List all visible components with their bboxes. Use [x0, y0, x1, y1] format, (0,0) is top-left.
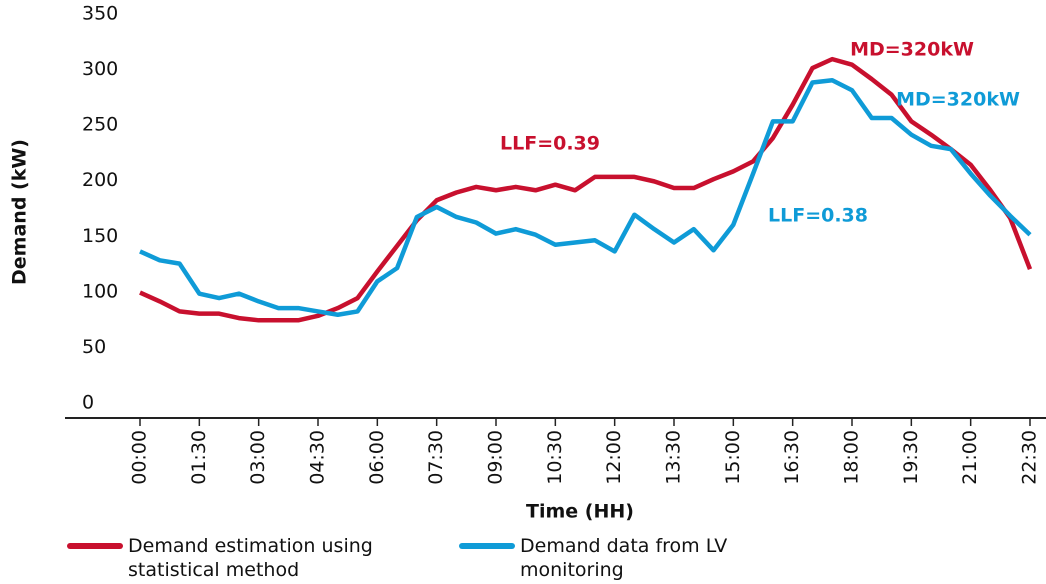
y-axis-label: Demand (kW)	[9, 139, 31, 285]
x-tick-label: 15:00	[722, 430, 744, 485]
y-tick-label: 300	[82, 58, 118, 80]
x-tick-label: 03:00	[247, 430, 269, 485]
y-tick-label: 200	[82, 169, 118, 191]
y-tick-label: 150	[82, 225, 118, 247]
annotation: MD=320kW	[850, 39, 974, 61]
y-tick-label: 0	[82, 392, 94, 414]
x-tick-label: 04:30	[307, 430, 329, 485]
annotation: LLF=0.38	[768, 205, 868, 227]
legend-label: Demand data from LV monitoring	[520, 535, 727, 581]
x-tick-label: 01:30	[188, 430, 210, 485]
x-tick-label: 22:30	[1019, 430, 1041, 485]
x-tick-label: 12:00	[603, 430, 625, 485]
x-tick-label: 00:00	[129, 430, 151, 485]
x-tick-label: 21:00	[959, 430, 981, 485]
line-series	[139, 77, 1032, 318]
x-tick-label: 07:30	[425, 430, 447, 485]
x-tick-label: 10:30	[544, 430, 566, 485]
x-tick-label: 06:00	[366, 430, 388, 485]
legend-label: Demand estimation using statistical metho…	[128, 535, 373, 581]
y-tick-label: 50	[82, 336, 106, 358]
x-tick-label: 18:00	[841, 430, 863, 485]
x-tick-label: 13:30	[663, 430, 685, 485]
x-axis-label: Time (HH)	[526, 501, 634, 523]
y-tick-label: 250	[82, 114, 118, 136]
x-tick-label: 09:00	[485, 430, 507, 485]
x-tick-label: 19:30	[900, 430, 922, 485]
annotation: MD=320kW	[896, 89, 1020, 111]
x-tick-label: 16:30	[781, 430, 803, 485]
annotation: LLF=0.39	[500, 133, 600, 155]
line-series	[139, 56, 1033, 323]
y-tick-label: 350	[82, 3, 118, 25]
y-tick-label: 100	[82, 280, 118, 302]
